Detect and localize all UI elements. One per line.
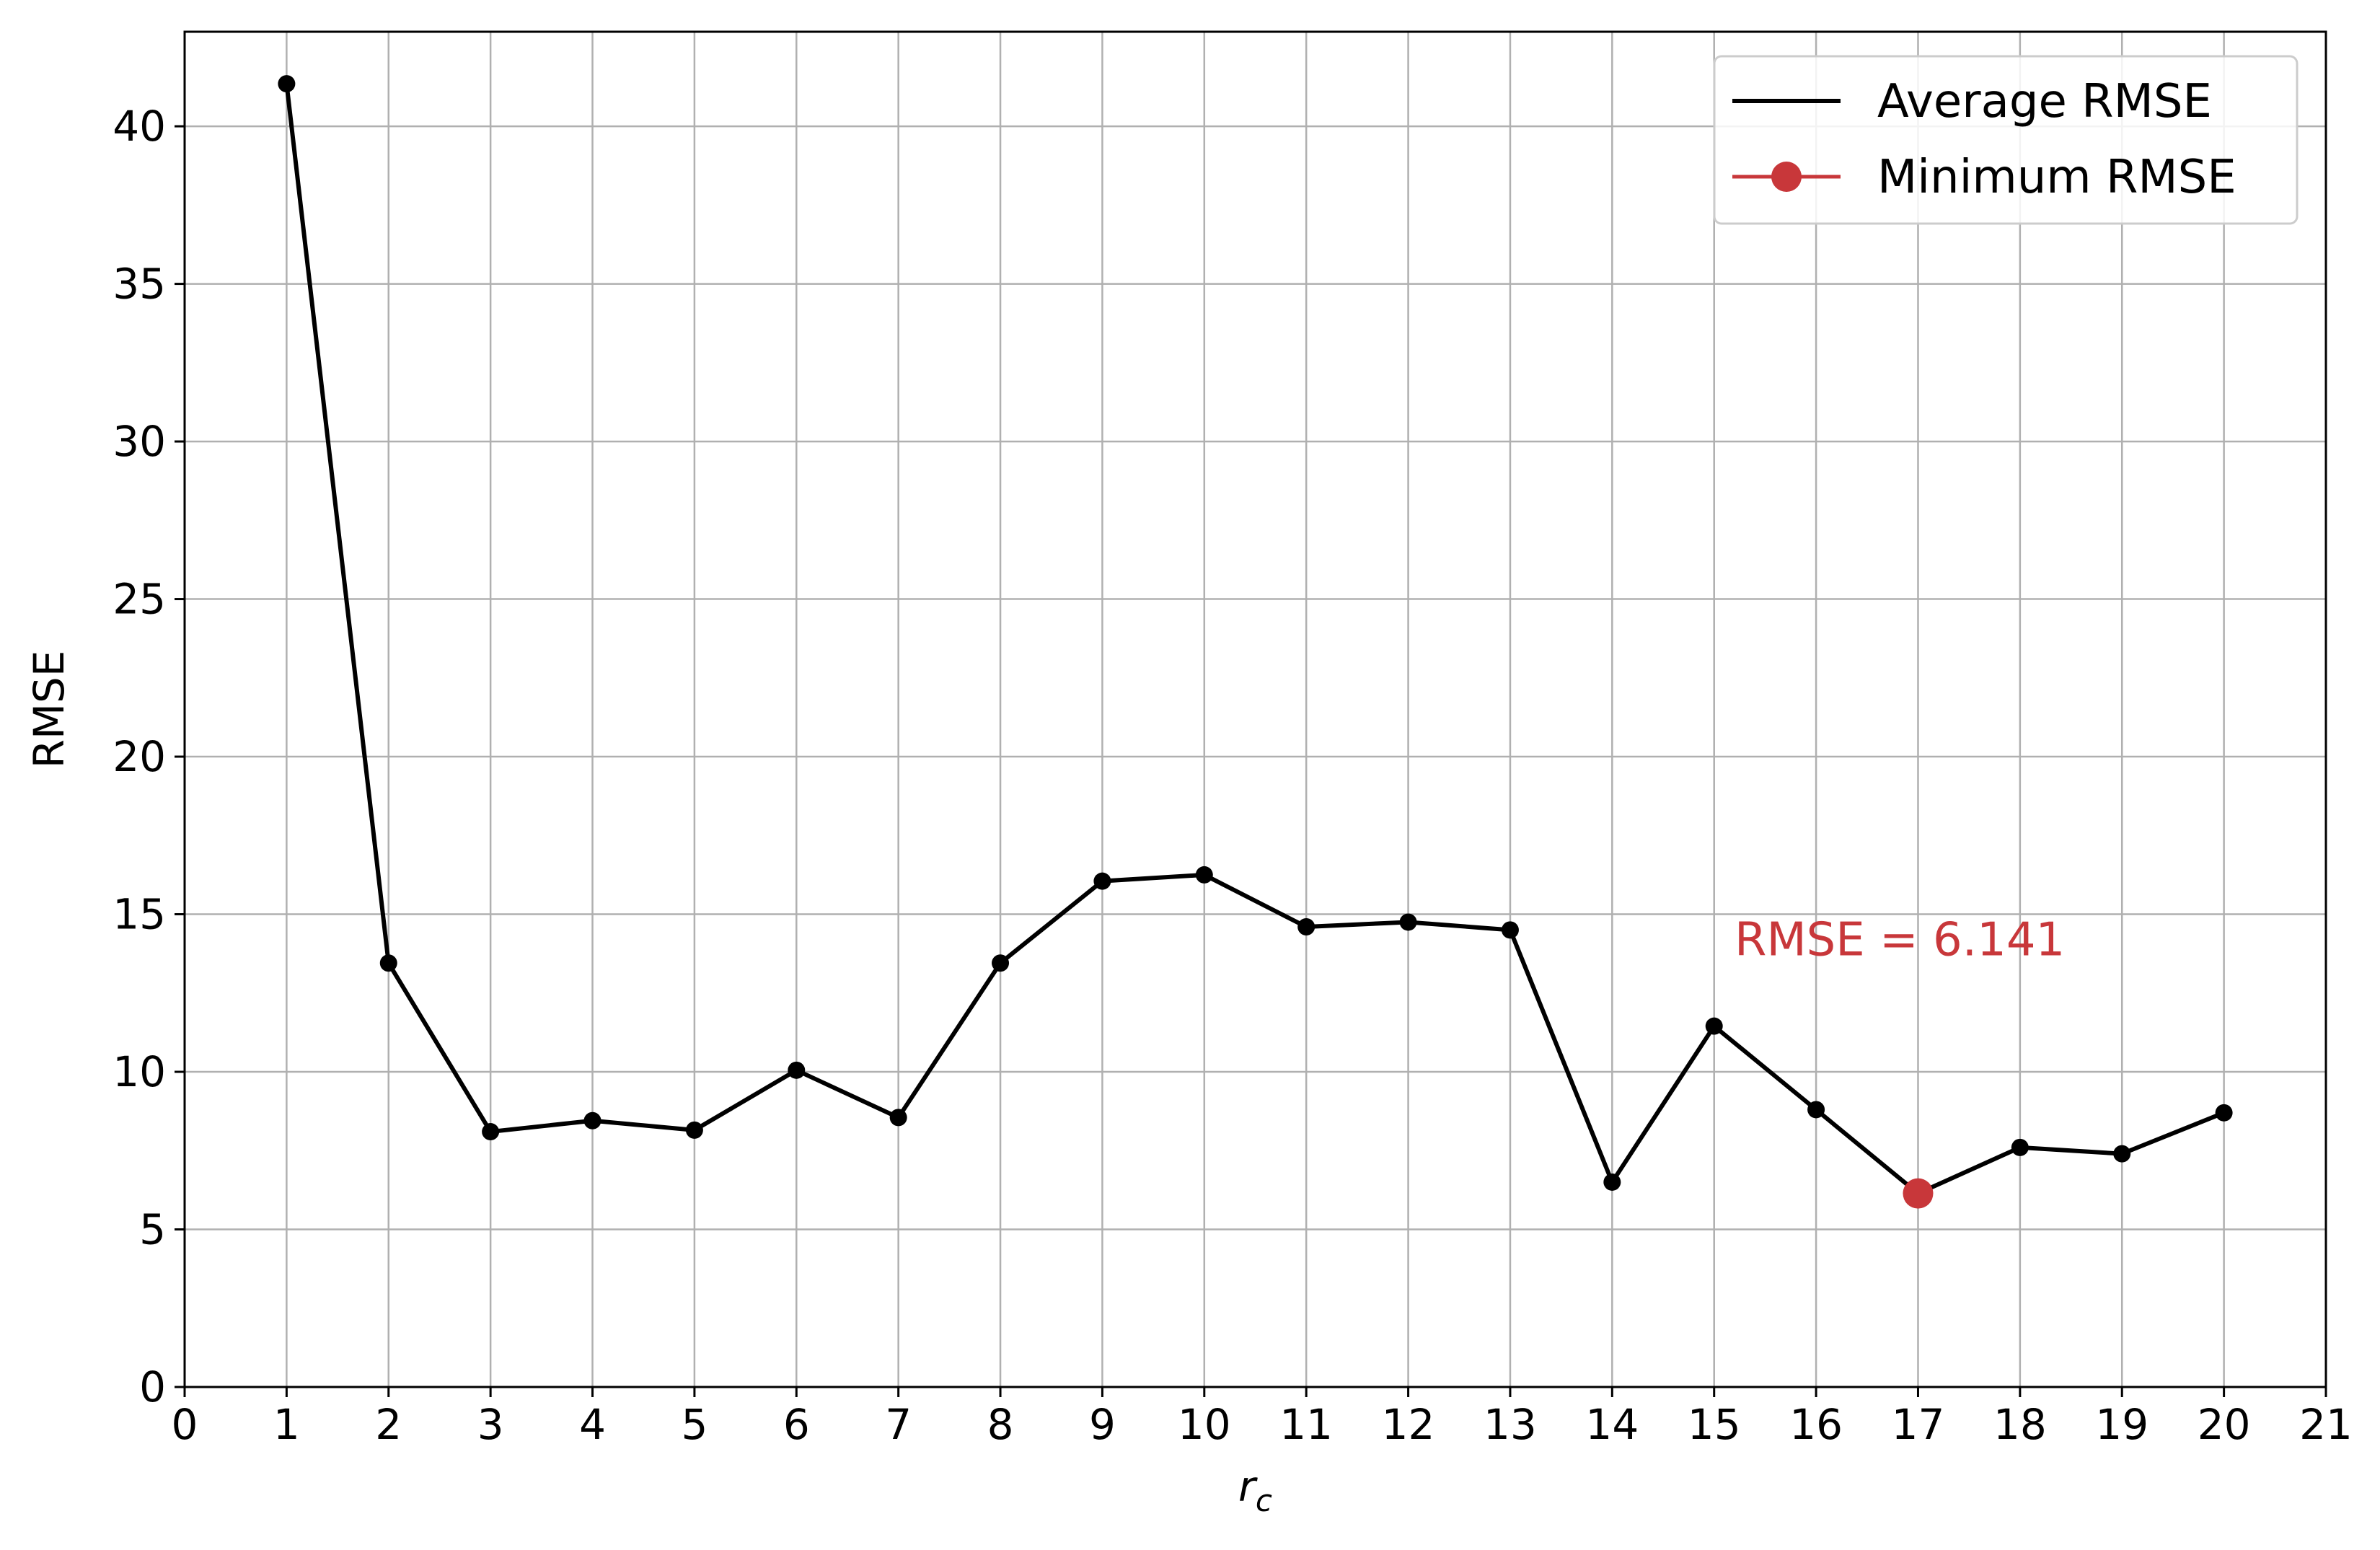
series-line-average-rmse	[284, 83, 2225, 1196]
x-tick-label: 4	[579, 1400, 606, 1449]
data-point	[278, 75, 296, 93]
data-point	[2113, 1145, 2131, 1163]
data-point	[2011, 1138, 2029, 1156]
x-tick-label: 0	[172, 1400, 198, 1449]
data-point	[889, 1109, 907, 1127]
x-tick-label: 20	[2198, 1400, 2251, 1449]
minimum-annotation: RMSE = 6.141	[1735, 913, 2065, 966]
legend-marker-minimum	[1771, 162, 1802, 192]
legend-label-minimum: Minimum RMSE	[1877, 151, 2236, 204]
data-point	[379, 954, 397, 972]
x-tick-label: 2	[375, 1400, 402, 1449]
y-tick-label: 20	[113, 732, 166, 781]
data-point	[1705, 1017, 1723, 1035]
legend-box	[1713, 55, 2299, 225]
y-tick-label: 35	[113, 260, 166, 309]
y-tick-label: 25	[113, 575, 166, 624]
data-point	[1399, 913, 1417, 931]
legend-label-average: Average RMSE	[1877, 75, 2212, 128]
x-axis-ticks: 0 1 2 3 4 5 6 7 8 9 10 11 12 13 14 15 16 17 18 19 20 21	[172, 1387, 2353, 1449]
legend: Average RMSE Minimum RMSE	[1713, 55, 2299, 225]
x-tick-label: 6	[783, 1400, 810, 1449]
data-point	[992, 954, 1010, 972]
x-axis-label: rc	[1238, 1462, 1272, 1518]
x-tick-label: 16	[1789, 1400, 1843, 1449]
y-tick-label: 40	[113, 102, 166, 151]
data-point	[788, 1061, 806, 1079]
x-axis-label-subscript: c	[1256, 1483, 1272, 1518]
y-tick-label: 15	[113, 890, 166, 939]
minimum-rmse-point	[1903, 1178, 1934, 1209]
x-tick-label: 9	[1089, 1400, 1116, 1449]
data-point	[1195, 866, 1213, 884]
series-layer	[278, 75, 2233, 1209]
x-tick-label: 3	[477, 1400, 504, 1449]
data-point	[1603, 1173, 1621, 1191]
data-point	[2215, 1104, 2233, 1122]
data-point	[482, 1123, 500, 1141]
data-point	[1297, 918, 1315, 936]
x-tick-label: 21	[2299, 1400, 2353, 1449]
x-tick-label: 5	[681, 1400, 708, 1449]
data-point	[1501, 921, 1519, 939]
x-tick-label: 7	[885, 1400, 912, 1449]
x-axis-label-main: r	[1238, 1462, 1258, 1511]
x-tick-label: 14	[1585, 1400, 1639, 1449]
y-axis-label: RMSE	[25, 651, 74, 769]
x-tick-label: 18	[1993, 1400, 2047, 1449]
y-tick-label: 10	[113, 1047, 166, 1096]
plot-frame	[183, 30, 2327, 1388]
data-point	[1807, 1101, 1825, 1119]
x-tick-label: 10	[1178, 1400, 1231, 1449]
data-point	[583, 1111, 601, 1130]
y-axis-ticks: 0 5 10 15 20 25 30 35 40	[113, 102, 185, 1412]
y-tick-label: 30	[113, 417, 166, 466]
data-point	[685, 1121, 703, 1139]
x-tick-label: 17	[1892, 1400, 1945, 1449]
x-tick-label: 19	[2095, 1400, 2148, 1449]
x-tick-label: 11	[1279, 1400, 1333, 1449]
x-tick-label: 15	[1688, 1400, 1741, 1449]
x-tick-label: 1	[273, 1400, 300, 1449]
x-tick-label: 8	[987, 1400, 1014, 1449]
x-tick-label: 12	[1382, 1400, 1435, 1449]
y-tick-label: 5	[139, 1205, 166, 1254]
x-tick-label: 13	[1484, 1400, 1537, 1449]
data-point	[1093, 872, 1111, 890]
y-tick-label: 0	[139, 1362, 166, 1412]
